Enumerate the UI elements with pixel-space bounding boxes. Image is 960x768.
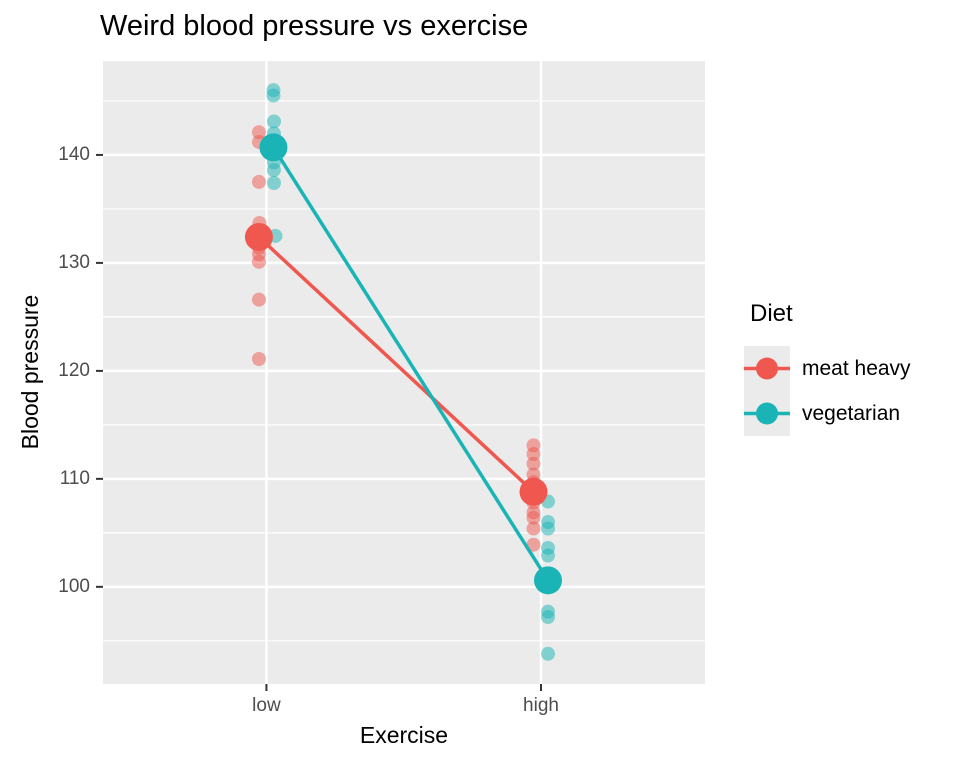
mean-point [519, 477, 548, 506]
jitter-point [266, 163, 281, 178]
jitter-point [266, 114, 281, 129]
mean-point [244, 222, 273, 251]
y-tick-label: 130 [58, 251, 90, 273]
legend-items: meat heavy vegetarian [744, 346, 911, 436]
jitter-point [251, 352, 266, 367]
legend-item: meat heavy [744, 346, 911, 391]
jitter-point [526, 510, 541, 525]
jitter-point [526, 447, 541, 462]
chart-title: Weird blood pressure vs exercise [100, 10, 529, 42]
jitter-point [266, 176, 281, 191]
jitter-point [251, 174, 266, 189]
x-tick-label: low [252, 695, 281, 716]
y-tick-label: 140 [58, 143, 90, 165]
jitter-point [251, 254, 266, 269]
y-tick-label: 120 [58, 359, 90, 381]
legend-key-glyph [744, 391, 790, 436]
legend: Diet meat heavy vegetarian [744, 300, 911, 436]
jitter-point [541, 548, 556, 563]
legend-item-label: vegetarian [802, 401, 901, 425]
y-tick-label: 100 [58, 575, 90, 597]
mean-point [534, 566, 563, 595]
jitter-point [266, 88, 281, 103]
legend-title: Diet [750, 300, 793, 327]
jitter-point [541, 646, 556, 661]
jitter-point [541, 521, 556, 536]
mean-line [271, 146, 550, 582]
legend-item: vegetarian [744, 391, 911, 436]
jitter-point [251, 292, 266, 307]
x-tick-label: high [523, 695, 559, 716]
jitter-point [526, 456, 541, 471]
legend-key-glyph [744, 346, 790, 391]
jitter-point [526, 521, 541, 536]
jitter-point [541, 610, 556, 625]
jitter-point [251, 125, 266, 140]
x-axis-label: Exercise [359, 722, 449, 748]
y-tick-label: 110 [59, 467, 90, 489]
mean-line [257, 235, 535, 494]
jitter-point [526, 537, 541, 552]
mean-point [259, 133, 288, 162]
legend-item-label: meat heavy [802, 356, 911, 380]
